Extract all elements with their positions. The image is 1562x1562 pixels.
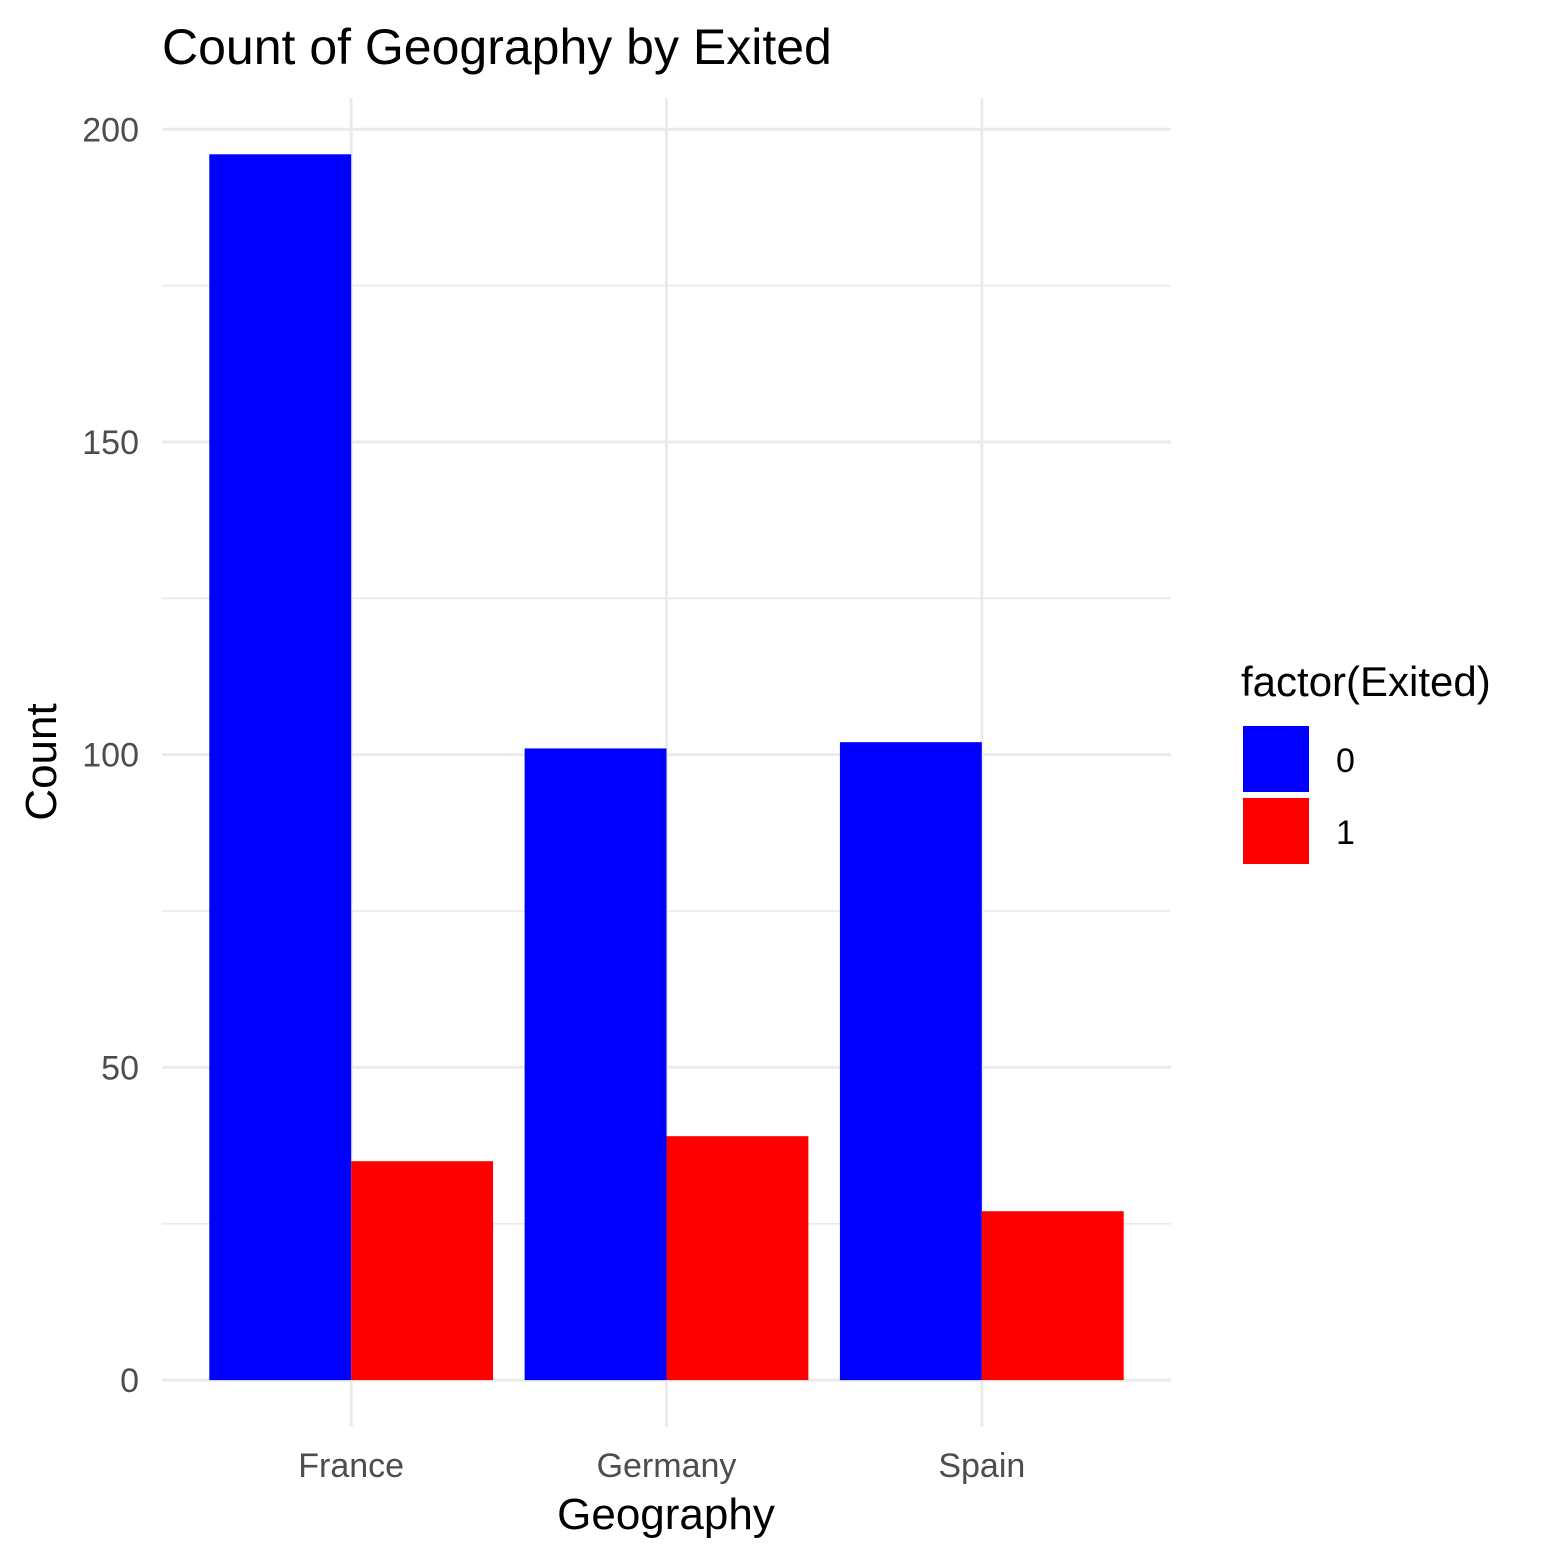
bar-germany-exited-1	[666, 1136, 809, 1381]
x-tick-label: Spain	[938, 1447, 1025, 1485]
bar-spain-exited-0	[839, 742, 982, 1381]
legend: factor(Exited) 0 1	[1241, 658, 1491, 864]
legend-label: 0	[1336, 742, 1355, 780]
y-tick-label: 0	[120, 1362, 139, 1400]
y-tick-label: 100	[82, 737, 139, 775]
bars	[209, 154, 1124, 1381]
legend-swatch	[1243, 726, 1309, 792]
y-axis-title: Count	[17, 703, 66, 820]
y-axis-ticks: 0 50 100 150 200	[82, 111, 139, 1400]
x-axis-title: Geography	[557, 1490, 775, 1539]
x-tick-label: France	[298, 1447, 404, 1485]
bar-france-exited-1	[351, 1161, 494, 1381]
x-tick-label: Germany	[597, 1447, 737, 1485]
bar-france-exited-0	[209, 154, 352, 1381]
y-tick-label: 50	[101, 1049, 139, 1087]
bar-germany-exited-0	[524, 748, 667, 1381]
y-tick-label: 200	[82, 111, 139, 149]
legend-label: 1	[1336, 814, 1355, 852]
legend-title: factor(Exited)	[1241, 658, 1491, 705]
legend-swatch	[1243, 798, 1309, 864]
x-axis-ticks: France Germany Spain	[298, 1447, 1025, 1485]
bar-spain-exited-1	[981, 1211, 1124, 1381]
y-tick-label: 150	[82, 424, 139, 462]
chart-title: Count of Geography by Exited	[162, 19, 832, 75]
